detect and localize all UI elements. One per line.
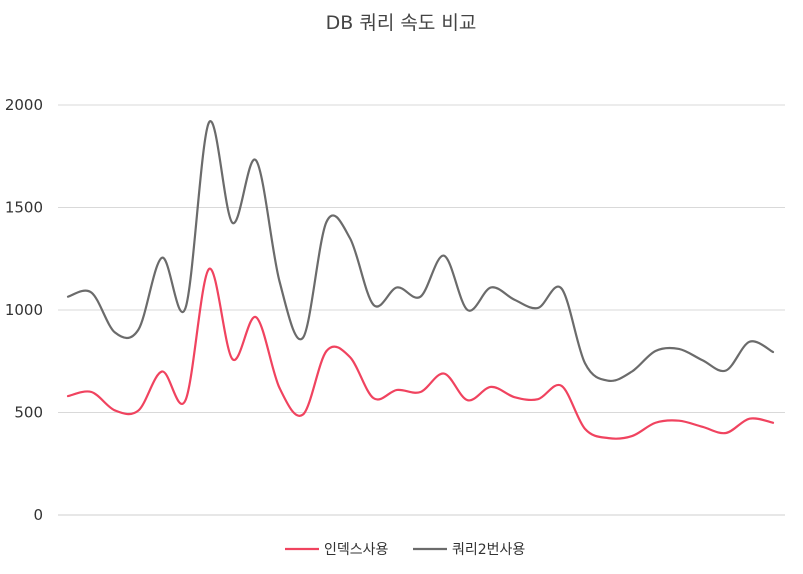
chart-title: DB 쿼리 속도 비교 [326, 12, 477, 34]
series-line-1 [66, 267, 775, 440]
gridlines [58, 104, 785, 516]
y-axis-ticks: 0 500 1000 1500 2000 [5, 96, 43, 524]
legend: 인덱스사용 쿼리2번사용 [285, 542, 525, 558]
series-lines [66, 120, 775, 440]
y-tick-label: 1500 [5, 199, 43, 217]
legend-label-2: 쿼리2번사용 [452, 542, 525, 558]
y-tick-label: 500 [14, 404, 43, 422]
y-tick-label: 2000 [5, 96, 43, 114]
series-line-2 [66, 120, 775, 383]
y-tick-label: 0 [33, 506, 43, 524]
y-tick-label: 1000 [5, 301, 43, 319]
legend-label-1: 인덱스사용 [324, 542, 389, 558]
